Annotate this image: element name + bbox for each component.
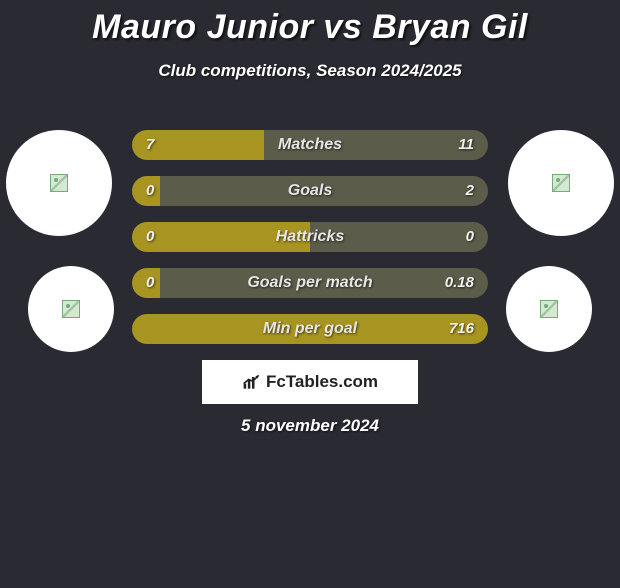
date-text: 5 november 2024 <box>0 416 620 436</box>
image-placeholder-icon <box>62 300 80 318</box>
player-left-avatar <box>6 130 112 236</box>
stat-row: Goals0 2 <box>132 176 488 206</box>
image-placeholder-icon <box>540 300 558 318</box>
stat-row: Matches7 11 <box>132 130 488 160</box>
stat-row: Min per goal716 <box>132 314 488 344</box>
stats-container: Matches711Goals02Hattricks00Goals per ma… <box>132 130 488 360</box>
brand-text: FcTables.com <box>266 372 378 392</box>
stat-value-right: 0 <box>466 222 474 252</box>
player-right-avatar <box>508 130 614 236</box>
stat-label: Goals <box>132 176 488 206</box>
image-placeholder-icon <box>552 174 570 192</box>
stat-value-left: 7 <box>146 130 154 160</box>
stat-value-left: 0 <box>146 268 154 298</box>
stat-label: Min per goal <box>132 314 488 344</box>
stat-value-right: 0.18 <box>445 268 474 298</box>
club-right-avatar <box>506 266 592 352</box>
stat-label: Goals per match <box>132 268 488 298</box>
stat-value-right: 11 <box>458 130 474 160</box>
stat-row: Goals per match0 0.18 <box>132 268 488 298</box>
image-placeholder-icon <box>50 174 68 192</box>
page-title: Mauro Junior vs Bryan Gil <box>0 8 620 47</box>
stat-row: Hattricks0 0 <box>132 222 488 252</box>
chart-icon <box>242 373 262 391</box>
stat-value-right: 2 <box>466 176 474 206</box>
stat-label: Hattricks <box>132 222 488 252</box>
club-left-avatar <box>28 266 114 352</box>
stat-value-left: 0 <box>146 222 154 252</box>
stat-value-left: 0 <box>146 176 154 206</box>
brand-badge: FcTables.com <box>202 360 418 404</box>
stat-label: Matches <box>132 130 488 160</box>
stat-value-right: 716 <box>449 314 474 344</box>
subtitle: Club competitions, Season 2024/2025 <box>0 61 620 81</box>
